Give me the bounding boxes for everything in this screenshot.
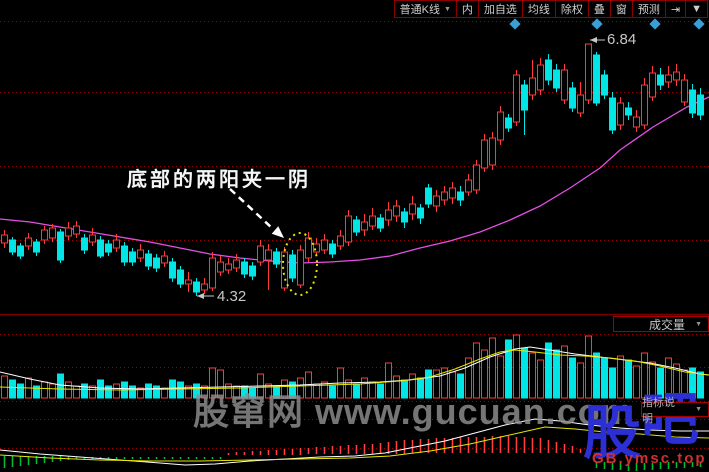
exright-button[interactable]: 除权 (554, 0, 589, 18)
indicator-dif-white (0, 418, 709, 466)
ma-button[interactable]: 均线 (521, 0, 556, 18)
chevron-down-icon: ▼ (695, 320, 702, 328)
jump-end-button[interactable]: ⇥ (664, 0, 687, 18)
overlay-button[interactable]: 叠 (587, 0, 611, 18)
inside-button[interactable]: 内 (455, 0, 479, 18)
macd-histogram (3, 436, 702, 471)
pattern-highlight-ellipse (282, 232, 318, 296)
indicator-panel-selector[interactable]: 指标说明 ▼ (641, 397, 709, 425)
guba-char-1: 股 (583, 401, 642, 466)
volume-panel-selector[interactable]: 成交量 ▼ (613, 316, 709, 332)
low-price-label: 4.32 (217, 288, 247, 305)
forecast-button[interactable]: 预测 (631, 0, 666, 18)
candlesticks (1, 43, 704, 296)
indicator-dea-yellow (0, 426, 709, 462)
event-diamond-icon[interactable] (591, 18, 603, 30)
guba-char-2: 吧 (641, 387, 700, 452)
indicator-panel-label: 指标说明 (642, 396, 675, 425)
event-diamond-icon[interactable] (649, 18, 661, 30)
top-toolbar: 普通K线 ▼ 内加自选 均线 除权叠窗预测 ⇥ ▼ (0, 0, 708, 18)
more-dropdown[interactable]: ▼ (685, 0, 708, 18)
high-price-label: 6.84 (607, 31, 637, 48)
moving-average-lines (0, 96, 709, 466)
chevron-down-icon: ▼ (443, 5, 451, 13)
pattern-annotation-text: 底部的两阳夹一阴 (127, 169, 311, 191)
chevron-down-icon: ▼ (695, 406, 702, 413)
volume-panel-label: 成交量 (649, 317, 686, 332)
window-button[interactable]: 窗 (609, 0, 633, 18)
event-diamond-icon[interactable] (693, 18, 705, 30)
site-watermark: 股窜网 www.gucuan.com (193, 391, 634, 432)
event-diamond-markers[interactable] (509, 18, 705, 30)
pattern-arrow (229, 188, 284, 238)
kline-type-dropdown[interactable]: 普通K线 ▼ (393, 0, 457, 18)
price-pointer-arrows (197, 37, 605, 299)
main-ma (0, 96, 709, 264)
add-watchlist-button[interactable]: 加自选 (477, 0, 523, 18)
bottom-red-watermark: GB.ymsc.top (592, 450, 707, 467)
event-diamond-icon[interactable] (509, 18, 521, 30)
volume-bars (1, 334, 704, 399)
volume-ma-yellow (0, 349, 709, 391)
guba-watermark: 股吧 (583, 387, 700, 463)
